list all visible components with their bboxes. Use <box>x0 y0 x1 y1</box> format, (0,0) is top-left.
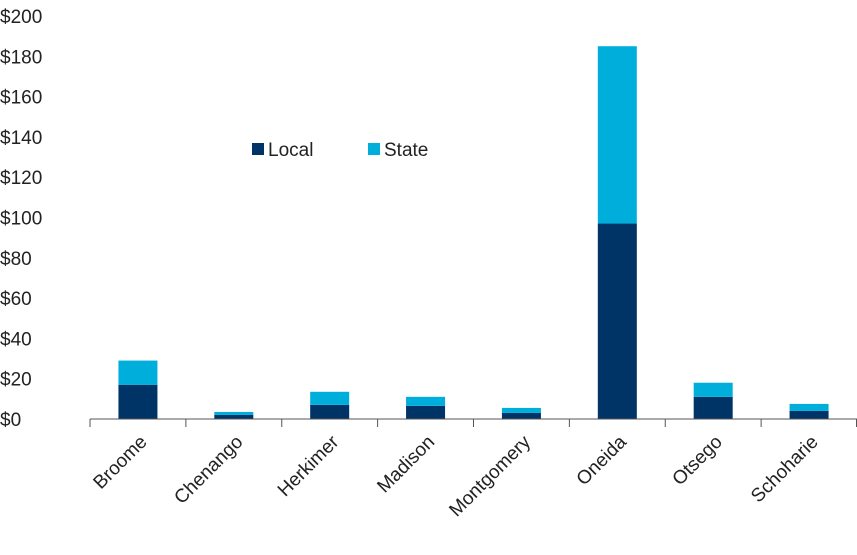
legend-label-local: Local <box>268 140 313 161</box>
y-tick-label: $20 <box>0 370 32 391</box>
bar-local-montgomery <box>501 412 541 419</box>
legend-label-state: State <box>384 140 428 161</box>
bar-state-madison <box>406 396 446 406</box>
bar-local-schoharie <box>789 410 829 419</box>
y-tick-label: $100 <box>0 209 42 230</box>
bar-state-schoharie <box>789 403 829 411</box>
y-axis-tick-labels: $0 $20 $40 $60 $80 $100 $120 $140 $160 $180 $200 <box>0 7 42 431</box>
x-axis <box>89 418 857 427</box>
legend: Local State <box>252 140 428 161</box>
bars <box>118 46 829 419</box>
bar-local-broome <box>118 384 158 419</box>
bar-local-otsego <box>693 396 733 419</box>
bar-state-oneida <box>597 46 637 224</box>
x-axis-category-labels: Broome Chenango Herkimer Madison Montgomery O… <box>90 431 823 521</box>
x-category-label: Montgomery <box>445 431 535 521</box>
bar-state-montgomery <box>501 407 541 413</box>
y-tick-label: $80 <box>0 249 32 270</box>
y-tick-label: $0 <box>0 410 21 431</box>
y-tick-label: $60 <box>0 289 32 310</box>
legend-swatch-state <box>368 143 380 155</box>
bar-local-herkimer <box>310 404 350 419</box>
x-category-label: Schoharie <box>747 432 822 507</box>
y-tick-label: $160 <box>0 88 42 109</box>
bar-state-broome <box>118 360 158 385</box>
x-category-label: Oneida <box>573 431 631 489</box>
bar-local-oneida <box>597 223 637 419</box>
x-category-label: Chenango <box>170 432 247 509</box>
legend-swatch-local <box>252 143 264 155</box>
bar-state-herkimer <box>310 391 350 405</box>
bar-state-chenango <box>214 411 254 415</box>
y-tick-label: $120 <box>0 168 42 189</box>
x-category-label: Otsego <box>669 432 727 490</box>
y-tick-label: $40 <box>0 329 32 350</box>
bar-local-madison <box>406 405 446 419</box>
x-category-label: Madison <box>373 432 439 498</box>
bar-local-chenango <box>214 414 254 419</box>
y-tick-label: $180 <box>0 47 42 68</box>
x-category-label: Broome <box>90 432 152 494</box>
bar-state-otsego <box>693 382 733 397</box>
x-category-label: Herkimer <box>274 431 344 501</box>
y-tick-label: $200 <box>0 7 42 28</box>
y-tick-label: $140 <box>0 128 42 149</box>
